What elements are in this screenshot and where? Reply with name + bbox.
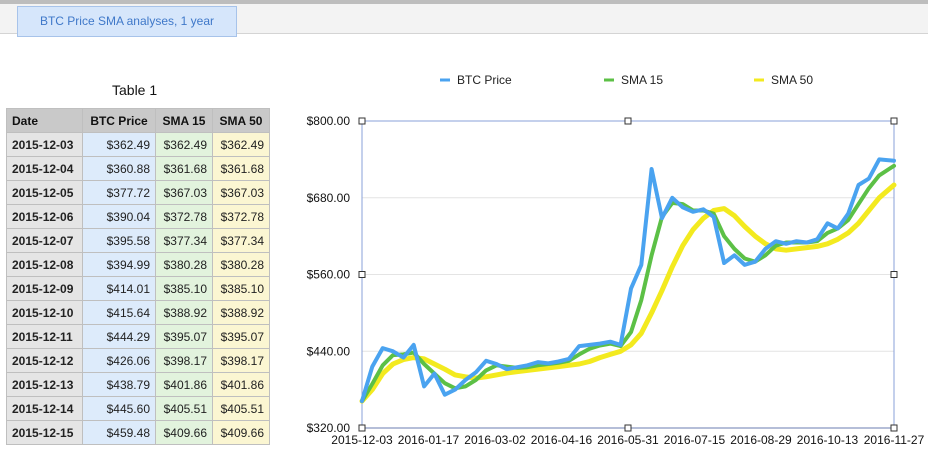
cell-sma-50[interactable]: $372.78 — [212, 204, 270, 229]
resize-handle[interactable] — [358, 117, 366, 125]
cell-sma-50[interactable]: $362.49 — [212, 132, 270, 157]
table-row: 2015-12-08 $394.99 $380.28 $380.28 — [6, 252, 270, 277]
cell-sma-15[interactable]: $372.78 — [155, 204, 213, 229]
table-row: 2015-12-11 $444.29 $395.07 $395.07 — [6, 324, 270, 349]
legend-label: SMA 15 — [621, 73, 663, 87]
series-line-sma-50 — [359, 182, 897, 404]
cell-date[interactable]: 2015-12-07 — [6, 228, 83, 253]
table-title: Table 1 — [112, 82, 158, 98]
x-tick-label: 2016-08-29 — [730, 433, 792, 447]
cell-sma-50[interactable]: $361.68 — [212, 156, 270, 181]
cell-sma-50[interactable]: $388.92 — [212, 300, 270, 325]
y-tick-label: $800.00 — [307, 114, 351, 128]
resize-handle[interactable] — [358, 424, 366, 432]
cell-btc-price[interactable]: $394.99 — [82, 252, 156, 277]
column-header-btc-price[interactable]: BTC Price — [82, 108, 156, 133]
x-tick-label: 2016-11-27 — [864, 433, 925, 447]
y-tick-label: $440.00 — [307, 344, 351, 358]
resize-handle[interactable] — [890, 424, 898, 432]
cell-btc-price[interactable]: $377.72 — [82, 180, 156, 205]
resize-handle[interactable] — [890, 117, 898, 125]
x-tick-label: 2016-01-17 — [398, 433, 460, 447]
cell-sma-15[interactable]: $395.07 — [155, 324, 213, 349]
cell-btc-price[interactable]: $395.58 — [82, 228, 156, 253]
cell-date[interactable]: 2015-12-06 — [6, 204, 83, 229]
cell-sma-50[interactable]: $367.03 — [212, 180, 270, 205]
cell-sma-15[interactable]: $362.49 — [155, 132, 213, 157]
column-header-date[interactable]: Date — [6, 108, 83, 133]
cell-sma-15[interactable]: $398.17 — [155, 348, 213, 373]
cell-date[interactable]: 2015-12-11 — [6, 324, 83, 349]
legend-label: BTC Price — [457, 73, 512, 87]
cell-sma-15[interactable]: $405.51 — [155, 396, 213, 421]
cell-sma-15[interactable]: $361.68 — [155, 156, 213, 181]
resize-handle[interactable] — [624, 117, 632, 125]
x-tick-label: 2016-05-31 — [597, 433, 659, 447]
table-row: 2015-12-13 $438.79 $401.86 $401.86 — [6, 372, 270, 397]
cell-sma-15[interactable]: $388.92 — [155, 300, 213, 325]
table-row: 2015-12-12 $426.06 $398.17 $398.17 — [6, 348, 270, 373]
cell-date[interactable]: 2015-12-13 — [6, 372, 83, 397]
y-tick-label: $680.00 — [307, 191, 351, 205]
cell-sma-15[interactable]: $380.28 — [155, 252, 213, 277]
x-tick-label: 2016-04-16 — [531, 433, 593, 447]
cell-btc-price[interactable]: $438.79 — [82, 372, 156, 397]
cell-date[interactable]: 2015-12-12 — [6, 348, 83, 373]
cell-sma-50[interactable]: $401.86 — [212, 372, 270, 397]
cell-sma-50[interactable]: $409.66 — [212, 420, 270, 445]
cell-date[interactable]: 2015-12-08 — [6, 252, 83, 277]
cell-date[interactable]: 2015-12-10 — [6, 300, 83, 325]
x-tick-label: 2015-12-03 — [331, 433, 393, 447]
cell-date[interactable]: 2015-12-04 — [6, 156, 83, 181]
table-row: 2015-12-04 $360.88 $361.68 $361.68 — [6, 156, 270, 181]
resize-handle[interactable] — [358, 271, 366, 278]
table-row: 2015-12-14 $445.60 $405.51 $405.51 — [6, 396, 270, 421]
resize-handle[interactable] — [624, 424, 632, 432]
column-header-sma-50[interactable]: SMA 50 — [212, 108, 270, 133]
x-tick-label: 2016-03-02 — [464, 433, 526, 447]
cell-sma-50[interactable]: $377.34 — [212, 228, 270, 253]
resize-handle[interactable] — [890, 271, 898, 278]
cell-btc-price[interactable]: $459.48 — [82, 420, 156, 445]
x-tick-label: 2016-07-15 — [664, 433, 726, 447]
y-tick-label: $560.00 — [307, 268, 351, 282]
x-tick-label: 2016-10-13 — [797, 433, 859, 447]
cell-btc-price[interactable]: $414.01 — [82, 276, 156, 301]
sheet-tab-bar: BTC Price SMA analyses, 1 year — [0, 0, 928, 37]
cell-sma-50[interactable]: $385.10 — [212, 276, 270, 301]
cell-sma-15[interactable]: $409.66 — [155, 420, 213, 445]
cell-btc-price[interactable]: $445.60 — [82, 396, 156, 421]
legend-label: SMA 50 — [771, 73, 813, 87]
cell-date[interactable]: 2015-12-14 — [6, 396, 83, 421]
series-line-btc-price — [360, 157, 896, 404]
cell-sma-15[interactable]: $385.10 — [155, 276, 213, 301]
table-row: 2015-12-09 $414.01 $385.10 $385.10 — [6, 276, 270, 301]
y-tick-label: $320.00 — [307, 421, 351, 435]
cell-btc-price[interactable]: $426.06 — [82, 348, 156, 373]
sheet-tab[interactable]: BTC Price SMA analyses, 1 year — [17, 6, 237, 37]
table-row: 2015-12-06 $390.04 $372.78 $372.78 — [6, 204, 270, 229]
cell-sma-50[interactable]: $395.07 — [212, 324, 270, 349]
column-header-sma-15[interactable]: SMA 15 — [155, 108, 213, 133]
table-header-row: Date BTC Price SMA 15 SMA 50 — [6, 108, 270, 133]
table-body: 2015-12-03 $362.49 $362.49 $362.49 2015-12-0… — [6, 132, 270, 445]
cell-sma-15[interactable]: $401.86 — [155, 372, 213, 397]
data-table: Date BTC Price SMA 15 SMA 50 2015-12-03 $… — [6, 108, 270, 445]
cell-btc-price[interactable]: $360.88 — [82, 156, 156, 181]
cell-sma-50[interactable]: $380.28 — [212, 252, 270, 277]
cell-btc-price[interactable]: $444.29 — [82, 324, 156, 349]
cell-date[interactable]: 2015-12-03 — [6, 132, 83, 157]
cell-sma-50[interactable]: $398.17 — [212, 348, 270, 373]
table-row: 2015-12-15 $459.48 $409.66 $409.66 — [6, 420, 270, 445]
